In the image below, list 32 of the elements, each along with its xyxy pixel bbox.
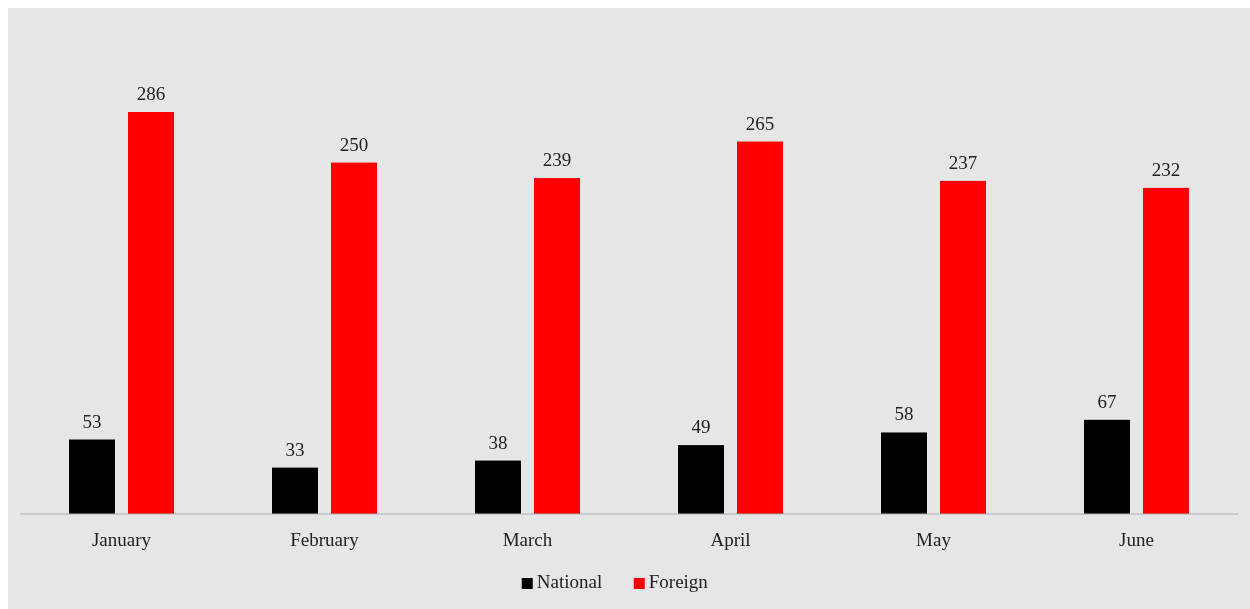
- data-label: 53: [82, 410, 102, 432]
- data-label: 49: [691, 416, 711, 438]
- legend-label: Foreign: [648, 571, 709, 593]
- bar: [128, 112, 174, 514]
- bar: [272, 467, 318, 514]
- x-tick-label: April: [710, 529, 751, 550]
- bar: [678, 445, 724, 514]
- data-label: 33: [285, 438, 305, 460]
- bar: [1084, 419, 1130, 514]
- data-label: 286: [136, 83, 166, 104]
- bar: [534, 178, 580, 514]
- data-label: 237: [948, 151, 978, 173]
- x-tick-label: February: [290, 529, 360, 550]
- x-tick-label: May: [916, 529, 952, 550]
- data-label: 38: [488, 431, 508, 453]
- bar: [475, 460, 521, 514]
- bar: [940, 180, 986, 514]
- bar: [737, 141, 783, 514]
- data-label: 58: [894, 403, 914, 425]
- data-label: 250: [339, 133, 369, 155]
- bar: [69, 439, 115, 514]
- data-label: 239: [542, 149, 572, 171]
- bar: [1143, 187, 1189, 514]
- legend-label: National: [536, 571, 603, 593]
- data-label: 232: [1151, 158, 1181, 180]
- x-tick-label: March: [502, 529, 553, 550]
- x-tick-label: January: [91, 529, 152, 550]
- x-tick-label: June: [1119, 529, 1154, 550]
- data-label: 67: [1097, 390, 1117, 412]
- data-label: 265: [745, 112, 775, 134]
- bar: [331, 162, 377, 514]
- bar: [881, 432, 927, 514]
